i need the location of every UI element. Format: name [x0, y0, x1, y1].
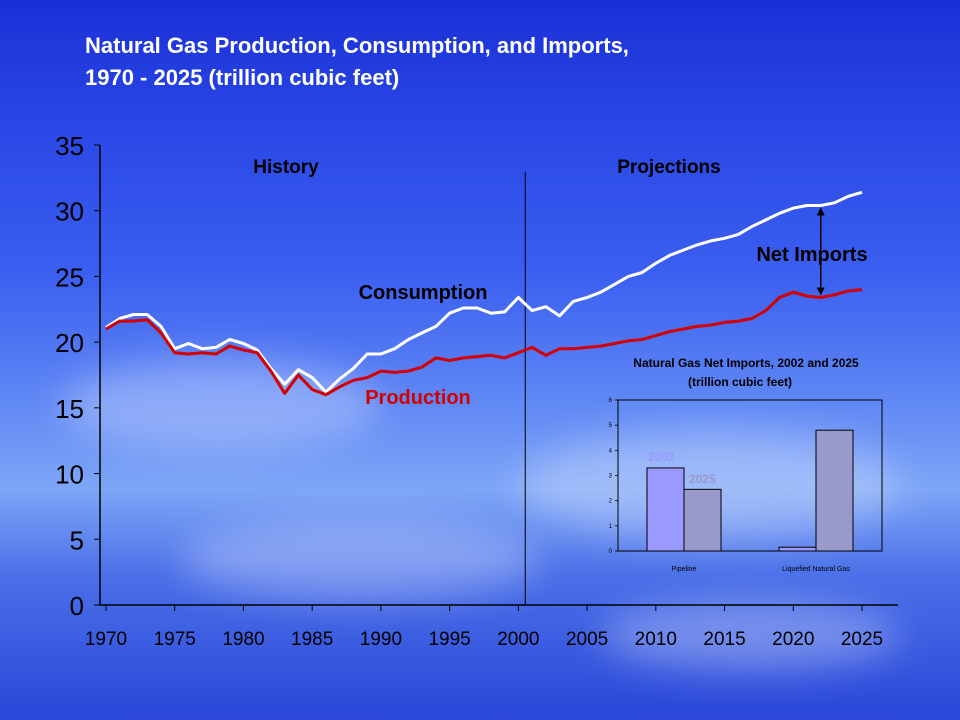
- inset-y-tick-label: 0: [609, 549, 613, 555]
- inset-y-tick-label: 1: [609, 524, 613, 530]
- inset-y-tick-label: 4: [609, 448, 613, 454]
- history-label: History: [253, 157, 319, 178]
- chart-title-line1: Natural Gas Production, Consumption, and…: [85, 33, 629, 58]
- y-tick-label: 25: [55, 262, 84, 292]
- inset-y-tick-label: 6: [609, 398, 613, 404]
- x-tick-label: 2010: [635, 629, 677, 650]
- chart-title-line2: 1970 - 2025 (trillion cubic feet): [85, 65, 400, 90]
- y-tick-label: 35: [55, 131, 84, 161]
- inset-category-pipeline: Pipeline: [672, 566, 697, 573]
- net-imports-label: Net Imports: [756, 244, 867, 266]
- inset-category-lng: Liquefied Natural Gas: [782, 566, 850, 573]
- x-tick-label: 1995: [428, 629, 470, 650]
- x-tick-label: 1990: [360, 629, 402, 650]
- consumption-label: Consumption: [359, 282, 488, 304]
- inset-title-line2: (trillion cubic feet): [688, 375, 792, 389]
- inset-y-tick-label: 3: [609, 474, 613, 480]
- y-tick-label: 30: [55, 197, 84, 227]
- net-imports-arrowhead-top: [816, 207, 825, 216]
- x-tick-label: 2005: [566, 629, 608, 650]
- y-tick-label: 5: [70, 525, 84, 555]
- chart-title: Natural Gas Production, Consumption, and…: [85, 30, 629, 94]
- y-tick-label: 0: [70, 591, 84, 621]
- inset-title-line1: Natural Gas Net Imports, 2002 and 2025: [633, 356, 859, 370]
- x-tick-label: 1980: [222, 629, 264, 650]
- inset-bar-2025: [815, 429, 854, 552]
- y-tick-label: 20: [55, 328, 84, 358]
- production-label: Production: [365, 387, 471, 409]
- y-tick-label: 15: [55, 394, 84, 424]
- x-tick-label: 1975: [154, 629, 196, 650]
- x-tick-label: 2015: [703, 629, 745, 650]
- production-line: [105, 288, 863, 397]
- x-tick-label: 2000: [497, 629, 539, 650]
- inset-y-tick-label: 5: [609, 423, 613, 429]
- inset-bar-2025: [683, 488, 722, 552]
- legend-2002-label: 2002: [648, 450, 675, 464]
- x-tick-label: 1970: [85, 629, 127, 650]
- projections-label: Projections: [617, 157, 720, 178]
- inset-bar-2002: [778, 546, 817, 552]
- legend-2025-label: 2025: [689, 472, 716, 486]
- inset-chart: Natural Gas Net Imports, 2002 and 2025 (…: [609, 356, 883, 573]
- x-tick-label: 2025: [841, 629, 883, 650]
- net-imports-arrowhead-bottom: [816, 287, 825, 296]
- inset-bar-2002: [646, 467, 685, 552]
- x-tick-label: 2020: [772, 629, 814, 650]
- consumption-line: [105, 190, 863, 394]
- inset-y-tick-label: 2: [609, 499, 613, 505]
- y-tick-label: 10: [55, 460, 84, 490]
- x-tick-label: 1985: [291, 629, 333, 650]
